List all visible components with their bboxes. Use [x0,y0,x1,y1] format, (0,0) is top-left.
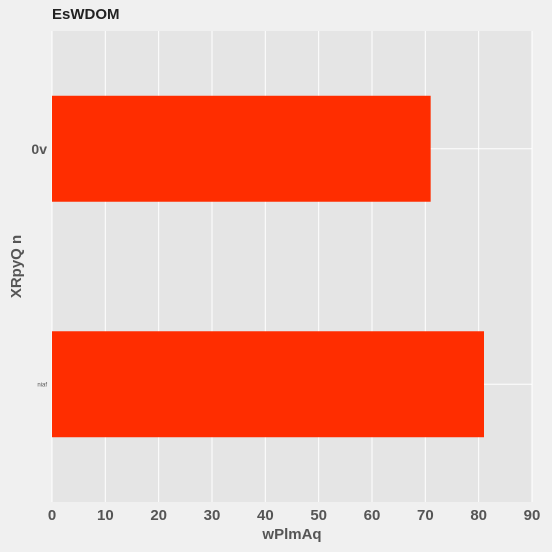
y-axis-label: XRpyQ n [8,235,25,298]
x-tick-label: 50 [310,507,327,524]
x-tick-label: 60 [364,507,381,524]
x-tick-label: 40 [257,507,274,524]
x-tick-label: 90 [524,507,541,524]
bars [52,95,484,438]
y-tick-label: niaf [37,382,47,388]
x-tick-label: 80 [470,507,487,524]
chart-title: EsWDOM [52,6,120,23]
x-tick-label: 30 [204,507,221,524]
bar-niaf [52,331,484,438]
y-tick-label: 0v [31,141,47,157]
bar-0v [52,95,431,202]
x-tick-label: 10 [97,507,114,524]
y-tick-labels: 0v niaf [31,141,47,389]
x-tick-label: 0 [48,507,56,524]
x-tick-label: 20 [150,507,167,524]
x-tick-label: 70 [417,507,434,524]
x-tick-labels: 0 10 20 30 40 50 60 70 80 90 [48,507,541,524]
x-axis-label: wPlmAq [261,526,321,543]
